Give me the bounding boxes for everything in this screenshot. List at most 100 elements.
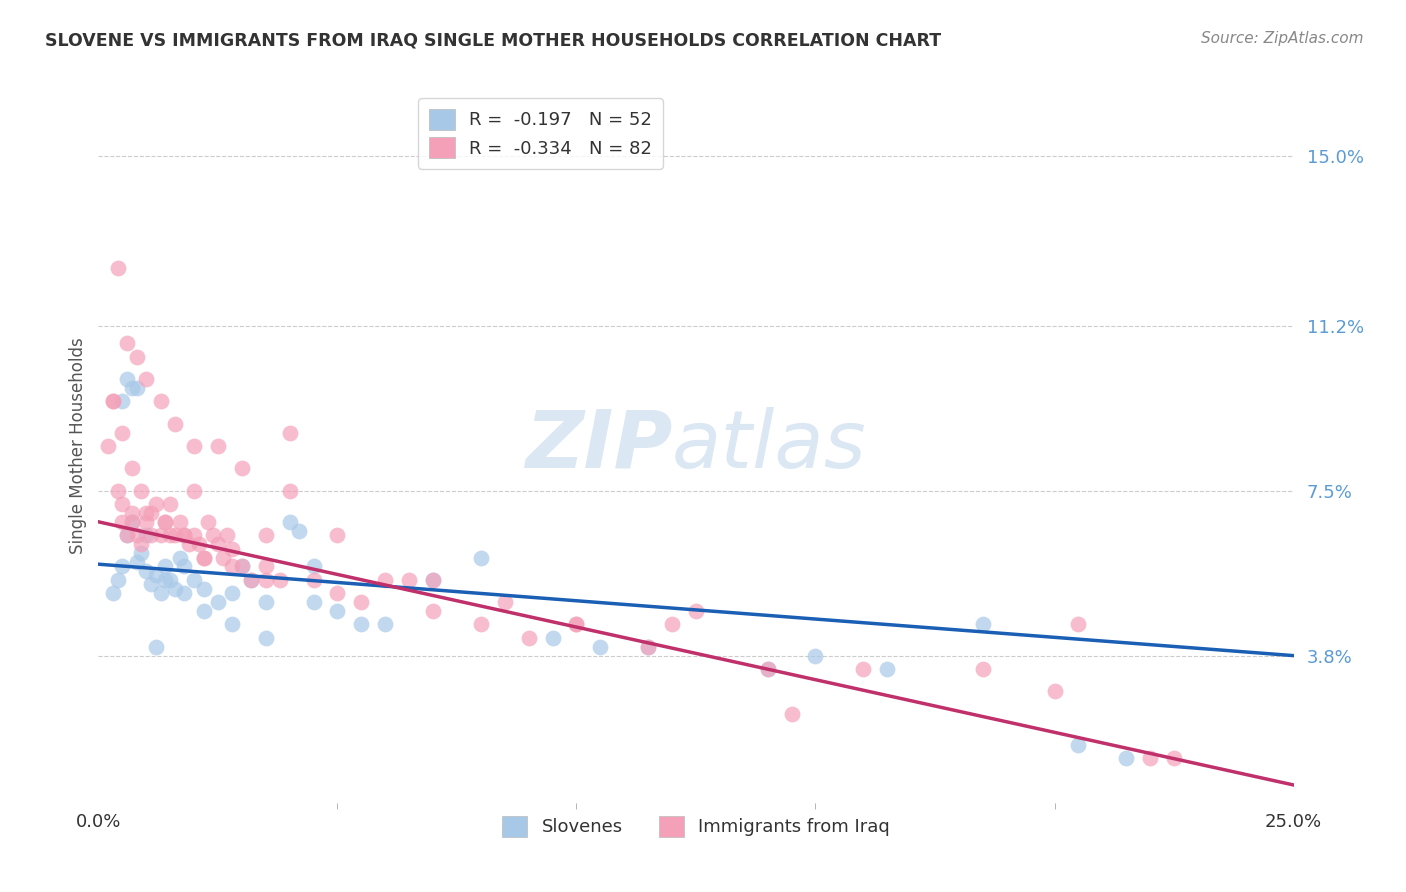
- Point: [589, 640, 612, 654]
- Point: [231, 559, 253, 574]
- Point: [149, 394, 172, 409]
- Text: Source: ZipAtlas.com: Source: ZipAtlas.com: [1201, 31, 1364, 46]
- Point: [193, 550, 215, 565]
- Point: [135, 515, 157, 529]
- Point: [173, 528, 195, 542]
- Point: [565, 617, 588, 632]
- Point: [240, 573, 263, 587]
- Point: [125, 350, 148, 364]
- Point: [221, 617, 243, 632]
- Point: [804, 648, 827, 663]
- Legend: Slovenes, Immigrants from Iraq: Slovenes, Immigrants from Iraq: [495, 808, 897, 844]
- Point: [756, 662, 779, 676]
- Point: [1163, 751, 1185, 765]
- Point: [756, 662, 779, 676]
- Point: [125, 528, 148, 542]
- Point: [202, 528, 225, 542]
- Point: [254, 631, 277, 645]
- Point: [326, 586, 349, 600]
- Point: [1067, 738, 1090, 752]
- Point: [111, 559, 134, 574]
- Point: [139, 506, 162, 520]
- Point: [350, 617, 373, 632]
- Point: [131, 546, 153, 560]
- Point: [470, 617, 492, 632]
- Point: [211, 550, 233, 565]
- Point: [193, 604, 215, 618]
- Point: [1043, 684, 1066, 698]
- Point: [288, 524, 311, 538]
- Point: [135, 372, 157, 386]
- Point: [149, 528, 172, 542]
- Point: [326, 528, 349, 542]
- Point: [125, 555, 148, 569]
- Point: [163, 528, 186, 542]
- Point: [159, 528, 181, 542]
- Point: [302, 559, 325, 574]
- Point: [169, 550, 191, 565]
- Point: [183, 528, 205, 542]
- Point: [173, 528, 195, 542]
- Point: [139, 528, 162, 542]
- Point: [398, 573, 420, 587]
- Point: [470, 550, 492, 565]
- Point: [121, 461, 143, 475]
- Point: [145, 640, 167, 654]
- Y-axis label: Single Mother Households: Single Mother Households: [69, 338, 87, 554]
- Point: [163, 582, 186, 596]
- Point: [135, 506, 157, 520]
- Point: [115, 528, 138, 542]
- Point: [155, 559, 177, 574]
- Point: [111, 515, 134, 529]
- Point: [193, 550, 215, 565]
- Point: [101, 394, 124, 409]
- Point: [145, 568, 167, 582]
- Point: [131, 483, 153, 498]
- Point: [517, 631, 540, 645]
- Point: [661, 617, 683, 632]
- Text: SLOVENE VS IMMIGRANTS FROM IRAQ SINGLE MOTHER HOUSEHOLDS CORRELATION CHART: SLOVENE VS IMMIGRANTS FROM IRAQ SINGLE M…: [45, 31, 941, 49]
- Point: [217, 528, 239, 542]
- Point: [183, 483, 205, 498]
- Point: [115, 336, 138, 351]
- Point: [135, 528, 157, 542]
- Point: [207, 595, 229, 609]
- Point: [852, 662, 875, 676]
- Point: [541, 631, 564, 645]
- Point: [876, 662, 898, 676]
- Point: [101, 586, 124, 600]
- Point: [111, 425, 134, 440]
- Point: [278, 515, 301, 529]
- Point: [1139, 751, 1161, 765]
- Point: [125, 381, 148, 395]
- Point: [169, 515, 191, 529]
- Point: [221, 586, 243, 600]
- Point: [107, 260, 129, 275]
- Point: [350, 595, 373, 609]
- Point: [269, 573, 291, 587]
- Point: [135, 564, 157, 578]
- Point: [254, 528, 277, 542]
- Point: [155, 573, 177, 587]
- Point: [183, 439, 205, 453]
- Point: [159, 573, 181, 587]
- Point: [149, 586, 172, 600]
- Point: [254, 573, 277, 587]
- Point: [115, 372, 138, 386]
- Point: [183, 573, 205, 587]
- Point: [101, 394, 124, 409]
- Point: [107, 483, 129, 498]
- Point: [115, 528, 138, 542]
- Point: [197, 515, 219, 529]
- Point: [207, 439, 229, 453]
- Point: [221, 541, 243, 556]
- Point: [240, 573, 263, 587]
- Point: [145, 497, 167, 511]
- Point: [155, 515, 177, 529]
- Point: [374, 617, 396, 632]
- Point: [302, 595, 325, 609]
- Text: atlas: atlas: [672, 407, 868, 485]
- Point: [207, 537, 229, 551]
- Point: [155, 515, 177, 529]
- Point: [121, 515, 143, 529]
